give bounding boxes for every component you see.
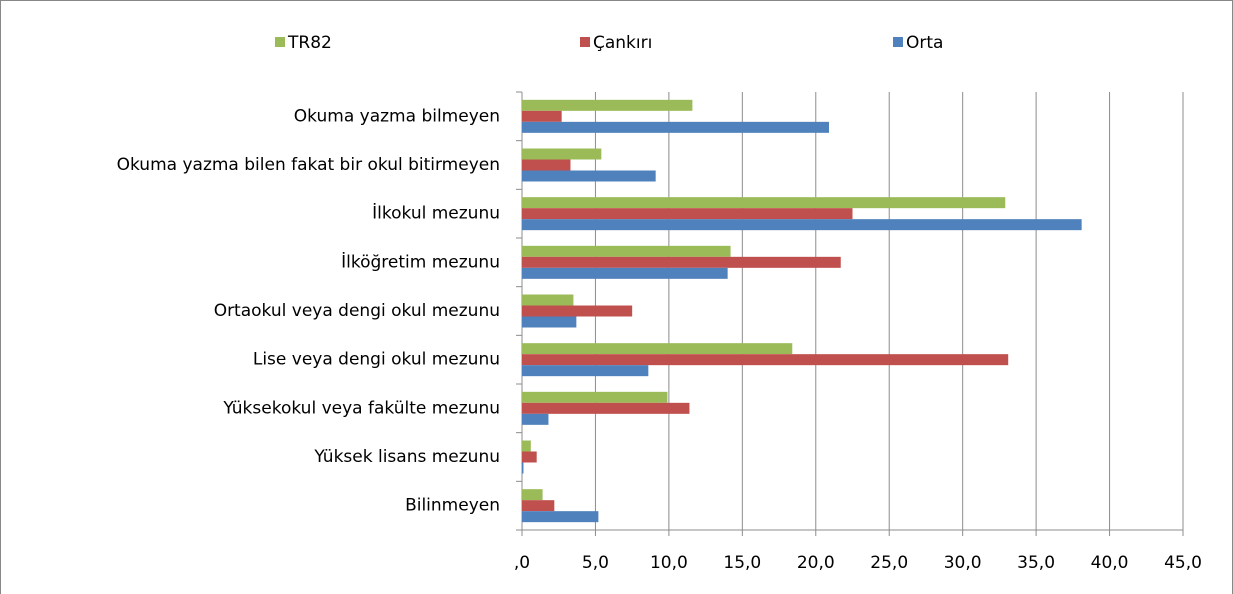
legend-swatch [580,37,590,47]
bar [522,316,577,328]
x-tick-label: 35,0 [1017,553,1055,573]
y-tick-label: İlköğretim mezunu [341,251,500,272]
bar [522,170,656,182]
legend-swatch [275,37,285,47]
bar [522,462,524,474]
y-tick-label: Ortaokul veya dengi okul mezunu [214,301,500,321]
bar [522,391,668,403]
bar [522,267,728,279]
x-tick-label: 25,0 [870,553,908,573]
x-tick-label: 30,0 [944,553,982,573]
y-tick-label: Bilinmeyen [405,496,500,516]
y-tick-label: İlkokul mezunu [372,203,500,224]
bar [522,219,1082,231]
bar [522,99,693,111]
legend-label: Orta [906,33,943,53]
bar [522,294,574,306]
bar [522,511,599,523]
legend-label: Çankırı [593,33,652,53]
bar [522,440,531,452]
bar [522,365,649,377]
y-tick-label: Lise veya dengi okul mezunu [253,350,500,370]
bar [522,343,793,355]
x-tick-label: 5,0 [582,553,609,573]
x-tick-label: 20,0 [797,553,835,573]
x-tick-label: ,0 [514,553,530,573]
bar [522,121,829,133]
y-tick-label: Yüksek lisans mezunu [313,447,500,467]
bar [522,208,853,220]
bar [522,245,731,257]
bar [522,197,1006,209]
bar [522,110,562,122]
y-tick-label: Okuma yazma bilmeyen [294,106,500,126]
bar [522,159,571,171]
bar [522,402,690,414]
x-tick-label: 40,0 [1091,553,1129,573]
bar [522,305,633,317]
x-tick-label: 10,0 [650,553,688,573]
bar [522,256,841,268]
bar [522,148,602,160]
bar [522,489,543,501]
x-tick-label: 15,0 [723,553,761,573]
bar [522,413,549,425]
bar [522,451,537,463]
x-tick-label: 45,0 [1164,553,1202,573]
legend-label: TR82 [287,33,332,53]
y-tick-label: Okuma yazma bilen fakat bir okul bitirme… [117,155,500,175]
y-tick-label: Yüksekokul veya fakülte mezunu [222,398,500,418]
legend-swatch [893,37,903,47]
bar [522,500,555,512]
bar [522,354,1009,366]
